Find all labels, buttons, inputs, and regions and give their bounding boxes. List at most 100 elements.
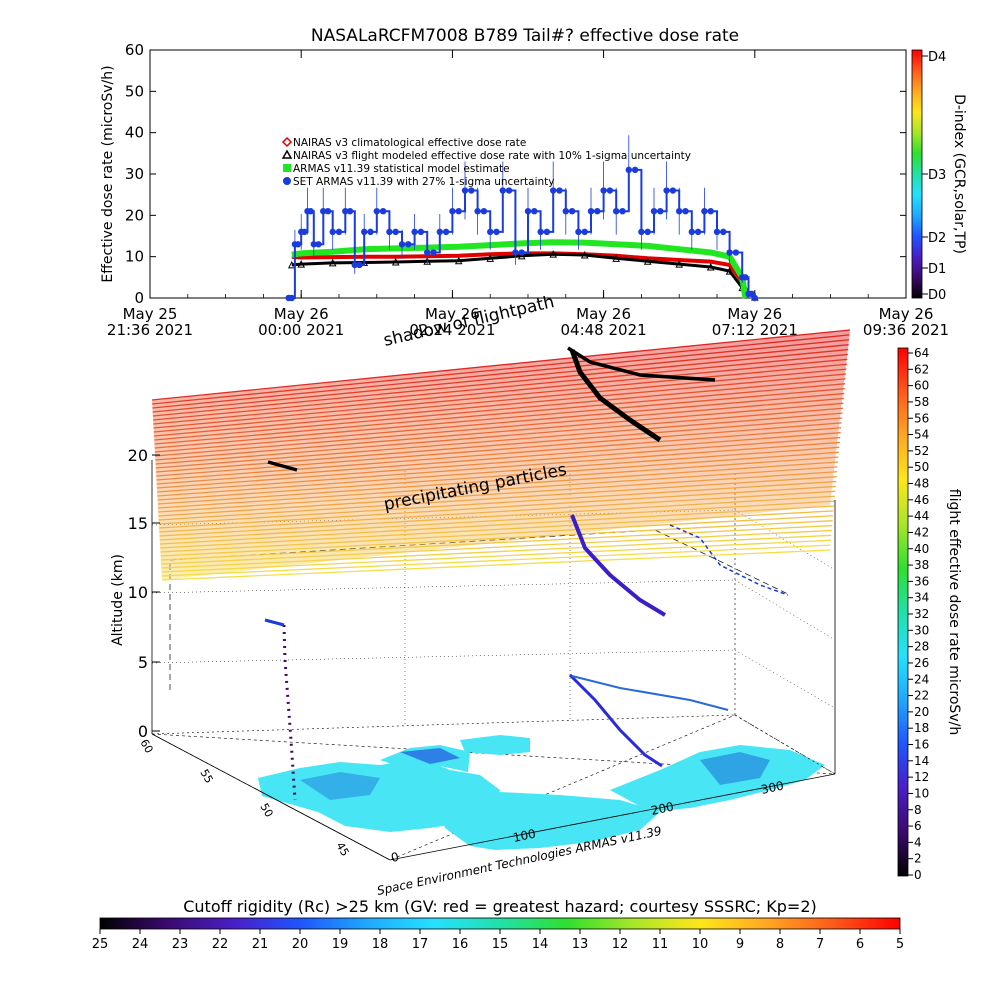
dose-tick-label: 64 [914, 346, 929, 360]
land-north-america [440, 792, 660, 850]
set-armas-point [606, 187, 614, 194]
dose-tick-label: 20 [914, 705, 929, 719]
x-tick-label-time: 04:48 2021 [561, 321, 647, 339]
dose-tick-label: 26 [914, 656, 929, 670]
cutoff-tick-label: 6 [856, 937, 864, 952]
dose-ticks: 0246810121416182022242628303234363840424… [908, 346, 929, 882]
cutoff-tick-label: 22 [212, 937, 229, 952]
alt-tick-label: 0 [138, 722, 148, 741]
nairas-flight-point [454, 256, 463, 265]
dindex-label: D-index (GCR,solar,TP) [951, 94, 967, 254]
nairas-flight-point [287, 260, 296, 269]
dose-tick-label: 46 [914, 493, 929, 507]
set-armas-point [694, 228, 702, 236]
dose-tick-label: 32 [914, 607, 929, 621]
lon-tick-label: 100 [512, 826, 537, 844]
dose-tick-label: 56 [914, 411, 929, 425]
dose-tick-label: 54 [914, 428, 929, 442]
cutoff-ticks: 25 24 23 22 21 20 19 18 17 16 15 14 13 12 11 10 9 8 7 6 5 [92, 929, 904, 952]
altitude-axis: 0 5 10 15 20 [128, 446, 160, 741]
set-armas-point [392, 228, 399, 236]
cutoff-tick-label: 15 [492, 937, 509, 952]
cutoff-gradient-bar [99, 917, 901, 930]
land-greenland [460, 735, 530, 755]
dose-tick-label: 14 [914, 754, 929, 768]
x-tick-label-time: 07:12 2021 [712, 321, 798, 339]
y-tick-label: 20 [125, 206, 144, 224]
nairas-flight-point [643, 257, 652, 265]
altitude-axis-label: Altitude (km) [110, 554, 126, 646]
cutoff-tick-label: 24 [132, 937, 149, 952]
nairas-flight-point [297, 259, 306, 268]
dose-tick-label: 0 [914, 868, 922, 882]
set-armas-point [346, 208, 354, 215]
set-armas-point [720, 228, 727, 236]
precipitating-particles-sheet [151, 329, 851, 581]
set-armas-point [682, 208, 689, 215]
lon-tick-label: 0 [390, 850, 400, 865]
x-tick-label-time: 09:36 2021 [863, 321, 949, 339]
dose-tick-label: 10 [914, 786, 929, 800]
cutoff-tick-label: 23 [172, 937, 189, 952]
set-armas-point [707, 208, 714, 215]
legend-marker-diamond [281, 136, 293, 148]
cutoff-tick-label: 21 [252, 937, 269, 952]
series-line-2 [291, 239, 749, 299]
y-tick-label: 30 [125, 165, 144, 183]
nairas-flight-point [612, 254, 621, 262]
set-armas-point [455, 208, 462, 215]
nairas-flight-point [675, 259, 684, 268]
legend-label: NAIRAS v3 flight modeled effective dose … [293, 150, 691, 162]
alt-tick-label: 20 [128, 446, 148, 465]
nairas-flight-point [706, 262, 715, 271]
sheet-line [161, 549, 831, 581]
set-armas-point [644, 228, 651, 236]
set-armas-point [301, 228, 308, 236]
latitude-axis: 60 55 50 45 [137, 737, 351, 859]
dose-tick-label: 58 [914, 395, 929, 409]
legend-marker-square [283, 164, 291, 172]
land-north-detail [400, 748, 460, 764]
set-armas-point [307, 208, 314, 215]
dindex-tick-label: D2 [928, 231, 946, 246]
cutoff-tick-label: 11 [652, 937, 669, 952]
set-armas-point [518, 249, 525, 256]
dose-tick-label: 36 [914, 574, 929, 588]
set-armas-point [442, 228, 450, 236]
legend-label: NAIRAS v3 climatological effective dose … [293, 137, 526, 149]
dose-tick-label: 60 [914, 379, 929, 393]
land-asia-detail [700, 752, 770, 785]
top-legend: NAIRAS v3 climatological effective dose … [281, 136, 691, 188]
dose-gradient-bar [897, 347, 909, 877]
cutoff-tick-label: 13 [572, 937, 589, 952]
set-armas-point [294, 241, 302, 248]
set-armas-point [505, 187, 513, 194]
dose-tick-label: 38 [914, 558, 929, 572]
cutoff-colorbar: Cutoff rigidity (Rc) >25 km (GV: red = g… [92, 897, 904, 952]
cutoff-tick-label: 7 [816, 937, 824, 952]
y-tick-label: 50 [125, 82, 144, 100]
chart-title: NASALaRCFM7008 B789 Tail#? effective dos… [311, 26, 739, 46]
set-armas-point [732, 249, 740, 256]
cutoff-colorbar-label: Cutoff rigidity (Rc) >25 km (GV: red = g… [183, 897, 817, 916]
nairas-flight-point [328, 258, 337, 267]
x-tick-label-time: 00:00 2021 [258, 321, 344, 339]
set-armas-point [669, 187, 677, 194]
dindex-colorbar: D0 D1 D2 D3 D4 D-index (GCR,solar,TP) [911, 49, 967, 303]
lat-tick-label: 60 [137, 737, 155, 756]
dose-tick-label: 12 [914, 770, 929, 784]
3d-flight-panel: 0 5 10 15 20 Altitude (km) 60 55 50 45 0 100 200 3… [110, 292, 851, 898]
dose-tick-label: 2 [914, 852, 922, 866]
cutoff-tick-label: 8 [776, 937, 784, 952]
flight-path-air [570, 514, 667, 617]
set-armas-point [619, 208, 626, 215]
land-europe-detail [300, 772, 380, 800]
lat-tick-label: 50 [257, 801, 275, 820]
flight-path-group [264, 346, 789, 801]
dose-tick-label: 34 [914, 591, 929, 605]
x-tick-label-date: May 26 [727, 305, 782, 323]
set-armas-point [531, 208, 538, 215]
